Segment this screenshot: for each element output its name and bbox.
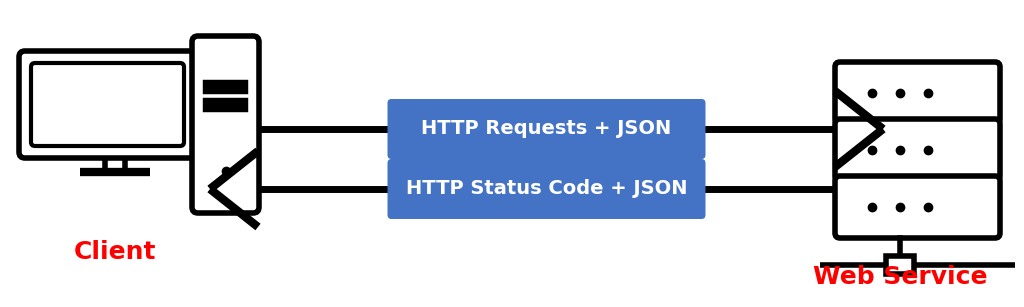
- FancyBboxPatch shape: [835, 62, 1000, 124]
- FancyBboxPatch shape: [387, 99, 706, 159]
- Text: Client: Client: [74, 240, 157, 264]
- FancyBboxPatch shape: [835, 119, 1000, 181]
- FancyBboxPatch shape: [835, 176, 1000, 238]
- Bar: [205, 100, 246, 110]
- Text: Web Service: Web Service: [813, 265, 987, 289]
- Bar: [205, 82, 246, 91]
- FancyBboxPatch shape: [193, 36, 259, 213]
- FancyBboxPatch shape: [19, 51, 196, 158]
- Text: HTTP Status Code + JSON: HTTP Status Code + JSON: [406, 180, 687, 199]
- Text: HTTP Requests + JSON: HTTP Requests + JSON: [421, 119, 672, 138]
- Bar: [886, 256, 914, 274]
- FancyBboxPatch shape: [31, 63, 184, 146]
- FancyBboxPatch shape: [387, 159, 706, 219]
